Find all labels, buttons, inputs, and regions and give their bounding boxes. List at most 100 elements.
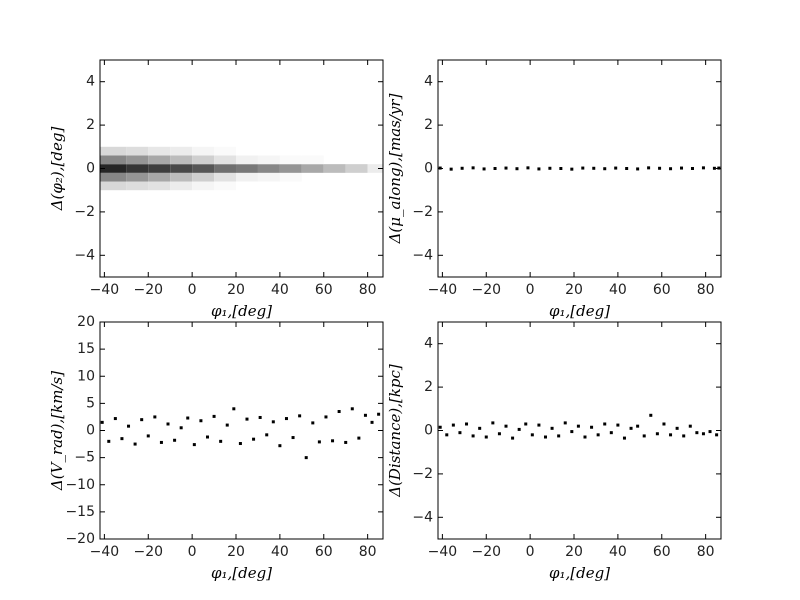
point: [701, 432, 705, 436]
point: [225, 423, 229, 427]
point: [625, 167, 629, 170]
x-tick-label: 80: [697, 282, 715, 298]
point: [304, 456, 308, 460]
axes: −40 −20 0 20 40 60 80−4−2024φ₁,[deg]Δ(μ_along)…: [386, 59, 722, 320]
y-axis-label: Δ(μ_along),[mas/yr]: [386, 93, 404, 244]
point: [526, 166, 530, 170]
point: [377, 412, 381, 416]
point: [232, 407, 236, 411]
point: [662, 422, 666, 426]
hist-cell: [126, 146, 149, 156]
hist-cell: [100, 146, 127, 156]
point: [350, 407, 354, 411]
point: [563, 421, 567, 425]
plot-area: [100, 407, 381, 460]
point: [331, 439, 335, 443]
point: [140, 418, 144, 422]
point: [511, 436, 515, 440]
point: [199, 419, 203, 423]
point: [695, 431, 699, 435]
point: [482, 167, 486, 171]
hist-cell: [345, 164, 368, 173]
point: [603, 422, 607, 426]
y-tick-label: 2: [86, 117, 95, 133]
x-tick-label: −40: [90, 282, 120, 298]
point: [179, 426, 183, 430]
point: [616, 423, 620, 427]
point: [559, 167, 563, 170]
hist-cell: [214, 164, 237, 173]
y-tick-label: −2: [412, 204, 433, 220]
point: [478, 426, 482, 430]
point: [701, 166, 705, 170]
point: [357, 436, 361, 440]
point: [471, 166, 475, 170]
hist-cell: [279, 155, 302, 165]
hist-cell: [148, 146, 171, 156]
point: [712, 166, 716, 170]
x-tick-label: −40: [428, 282, 458, 298]
y-axis-label: Δ(Distance),[kpc]: [386, 364, 404, 498]
point: [113, 417, 117, 421]
point: [192, 443, 196, 447]
point: [592, 166, 596, 170]
hist-cell: [148, 172, 171, 182]
x-tick-label: 60: [653, 282, 671, 298]
y-tick-label: 10: [77, 368, 95, 384]
point: [438, 425, 442, 429]
point: [543, 435, 547, 439]
point: [629, 426, 633, 430]
point: [484, 435, 488, 439]
y-tick-label: −4: [412, 247, 433, 263]
x-tick-label: −40: [428, 544, 458, 560]
hist-cell: [214, 155, 237, 165]
point: [449, 167, 453, 171]
hist-cell: [279, 164, 302, 173]
x-tick-label: −40: [90, 544, 120, 560]
point: [465, 422, 469, 426]
y-tick-label: 0: [86, 423, 95, 439]
y-axis-label: Δ(V_rad),[km/s]: [48, 371, 66, 491]
hist-cell: [236, 155, 258, 165]
hist-cell: [214, 146, 237, 156]
hist-cell: [214, 181, 237, 191]
point: [576, 424, 580, 428]
point: [245, 417, 249, 421]
x-tick-label: 20: [227, 282, 245, 298]
point: [100, 420, 104, 424]
point: [219, 439, 223, 443]
point: [642, 434, 646, 438]
hist-cell: [170, 172, 193, 182]
x-axis-label: φ₁,[deg]: [549, 564, 610, 582]
point: [655, 432, 659, 436]
x-tick-label: 20: [565, 282, 583, 298]
point: [291, 436, 295, 440]
point: [107, 439, 111, 443]
point: [146, 434, 150, 438]
x-tick-label: 60: [315, 282, 333, 298]
point: [278, 444, 282, 448]
x-tick-label: 60: [653, 544, 671, 560]
point: [636, 424, 640, 428]
point: [491, 421, 495, 425]
point: [649, 413, 653, 417]
hist-cell: [236, 164, 258, 173]
point: [205, 435, 209, 439]
hist-cell: [301, 155, 324, 165]
hist-cell: [126, 181, 149, 191]
y-tick-label: 2: [424, 379, 433, 395]
point: [344, 440, 348, 444]
x-tick-label: −20: [471, 544, 501, 560]
hist-cell: [148, 164, 171, 173]
axes: −40 −20 0 20 40 60 80−4−2024φ₁,[deg]Δ(Distance…: [386, 321, 722, 582]
x-axis-label: φ₁,[deg]: [549, 302, 610, 320]
point: [458, 431, 462, 435]
point: [212, 414, 216, 418]
point: [271, 420, 275, 424]
point: [159, 440, 163, 444]
x-tick-label: −20: [133, 544, 163, 560]
point: [515, 167, 519, 171]
point: [537, 167, 541, 171]
axes: −40 −20 0 20 40 60 80−4−2024φ₁,[deg]Δ(φ₂),[deg…: [48, 59, 384, 320]
